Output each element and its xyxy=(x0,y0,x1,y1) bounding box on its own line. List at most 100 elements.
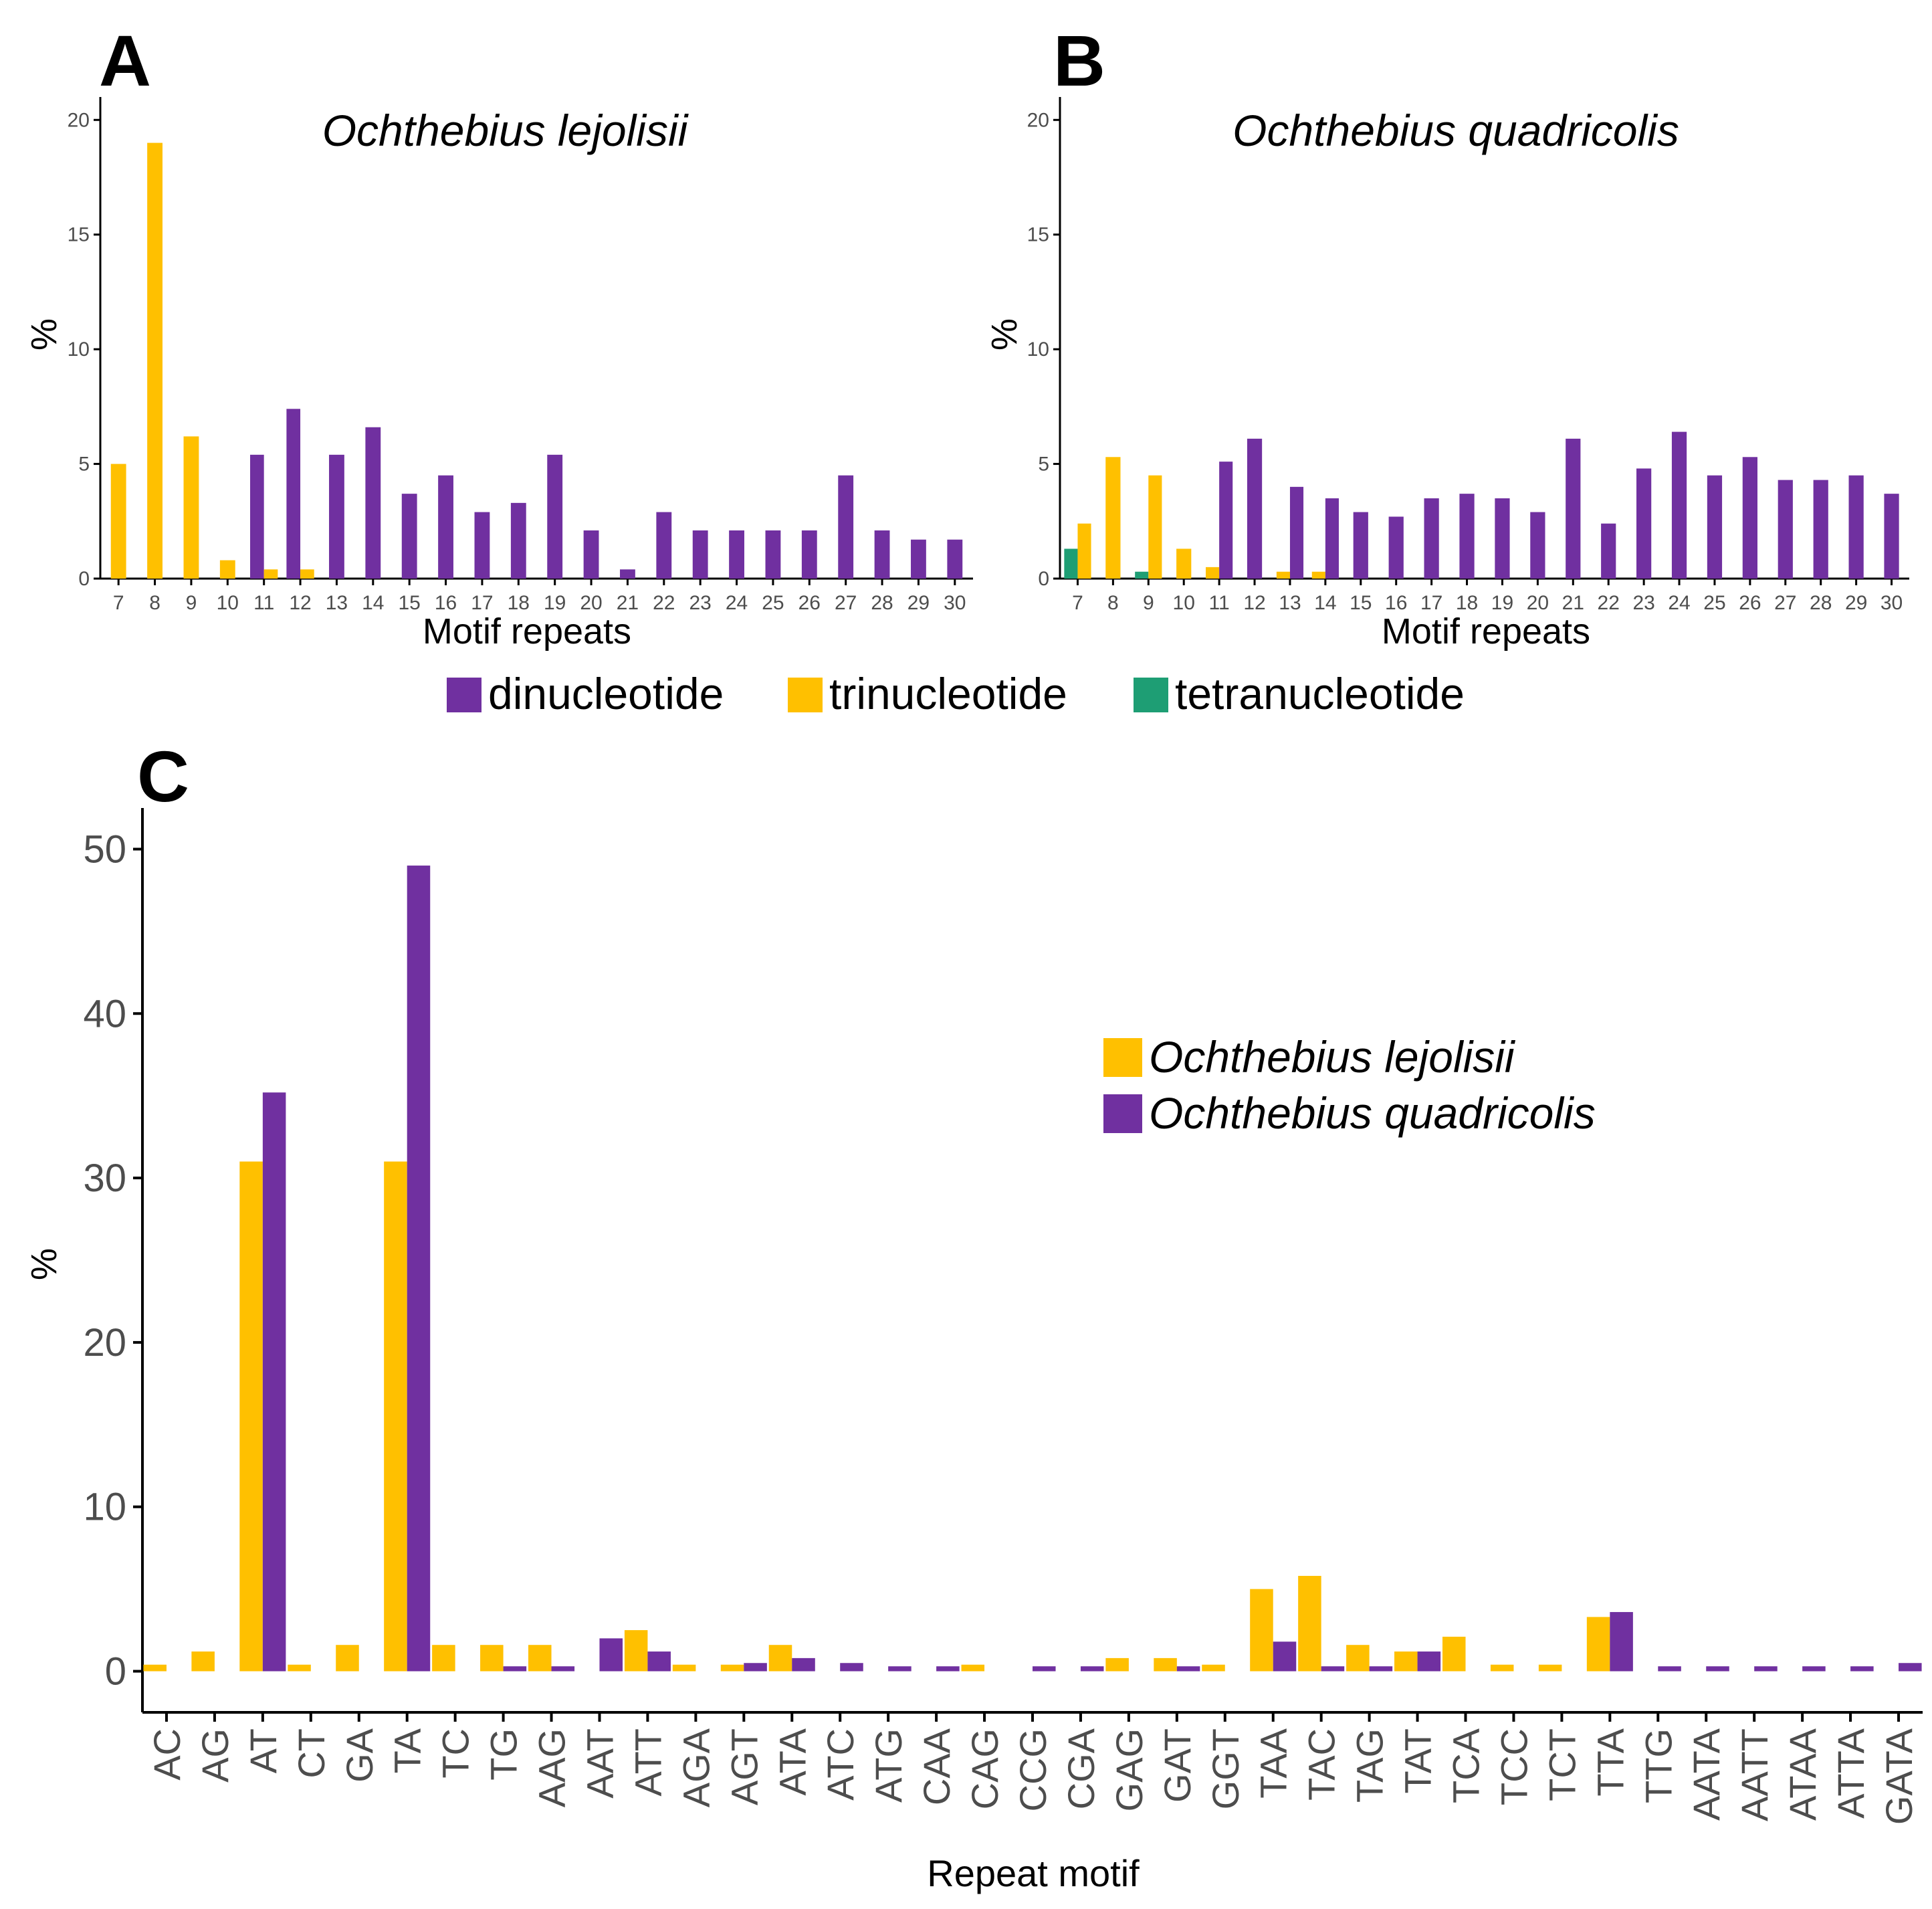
panel-b-bar-dinucleotide-12 xyxy=(1247,438,1263,579)
panel-b: Ochthebius quadricolis Motif repeats % 0… xyxy=(984,97,1909,651)
panel-c-x-tick-label: AATA xyxy=(1685,1728,1727,1821)
panel-b-y-tick-label: 0 xyxy=(1038,568,1049,590)
panel-c-x-tick-label: TCC xyxy=(1493,1728,1535,1805)
panel-b-x-tick-label: 14 xyxy=(1314,592,1336,614)
panel-b-x-tick-label: 24 xyxy=(1668,592,1690,614)
panel-b-x-tick-label: 16 xyxy=(1385,592,1407,614)
panel-a-x-tick-label: 26 xyxy=(798,592,821,614)
panel-b-x-tick-label: 21 xyxy=(1562,592,1584,614)
panel-a-bar-dinucleotide-27 xyxy=(838,475,854,579)
panel-b-bar-dinucleotide-15 xyxy=(1353,512,1368,579)
panel-a-bar-dinucleotide-17 xyxy=(474,512,490,579)
panel-c-bar-lejolisii-AGA xyxy=(672,1664,696,1672)
panel-c-bar-quadricolis-ATTA xyxy=(1850,1666,1874,1672)
panel-a-bar-dinucleotide-23 xyxy=(692,530,708,579)
panel-a-x-tick-label: 7 xyxy=(113,592,124,614)
panel-b-bar-dinucleotide-26 xyxy=(1742,457,1757,579)
panel-b-bar-dinucleotide-21 xyxy=(1566,438,1581,579)
panel-a-bar-dinucleotide-13 xyxy=(329,454,344,579)
panel-c-x-tick-label: CAA xyxy=(916,1728,958,1805)
panel-label-a: A xyxy=(99,20,151,101)
panel-a-x-tick-label: 28 xyxy=(871,592,893,614)
panel-b-bar-dinucleotide-18 xyxy=(1459,494,1475,579)
panel-c-x-tick-label: AGT xyxy=(723,1728,765,1805)
panel-b-bar-trinucleotide-7 xyxy=(1077,523,1091,579)
panel-c-bar-quadricolis-AATT xyxy=(1754,1666,1778,1672)
panel-b-x-tick-label: 28 xyxy=(1810,592,1832,614)
panel-a-bar-trinucleotide-12 xyxy=(300,569,314,579)
panel-c-bar-quadricolis-TTA xyxy=(1610,1612,1633,1672)
panel-c-x-tick-label: TCT xyxy=(1541,1728,1583,1801)
panel-b-bar-dinucleotide-25 xyxy=(1707,475,1723,579)
panel-a-bar-dinucleotide-30 xyxy=(947,539,963,579)
panel-c-bar-lejolisii-TC xyxy=(432,1645,455,1672)
panel-a-x-tick-label: 12 xyxy=(289,592,311,614)
panel-c-x-tick-label: AAT xyxy=(578,1728,621,1799)
panel-b-y-tick-label: 5 xyxy=(1038,454,1049,476)
panel-a-bar-dinucleotide-22 xyxy=(656,512,672,579)
panel-a-ylabel: % xyxy=(24,318,64,350)
panel-c-bar-lejolisii-TAG xyxy=(1346,1645,1370,1672)
legend-motif-type: dinucleotide trinucleotide tetranucleoti… xyxy=(447,669,1465,718)
panel-c-x-tick-label: AT xyxy=(242,1728,284,1773)
panel-a: Ochthebius lejolisii Motif repeats % 0 5 1… xyxy=(24,97,973,651)
panel-c-x-tick-label: TCA xyxy=(1445,1728,1487,1803)
panel-b-x-tick-label: 25 xyxy=(1703,592,1725,614)
legend-label-trinucleotide: trinucleotide xyxy=(829,669,1067,718)
legend-swatch-trinucleotide xyxy=(788,678,823,712)
legend-swatch-dinucleotide xyxy=(447,678,481,712)
panel-c-bar-quadricolis-AATA xyxy=(1706,1666,1729,1672)
panel-c-x-tick-label: TG xyxy=(483,1728,525,1781)
panel-a-x-tick-label: 11 xyxy=(253,592,274,614)
panel-a-bar-dinucleotide-21 xyxy=(620,569,635,579)
legend-label-lejolisii: Ochthebius lejolisii xyxy=(1149,1032,1516,1082)
panel-b-x-tick-label: 10 xyxy=(1173,592,1195,614)
panel-a-bar-trinucleotide-9 xyxy=(183,436,199,579)
panel-a-y-tick-label: 15 xyxy=(68,224,90,246)
panel-a-bar-dinucleotide-26 xyxy=(801,530,817,579)
panel-c-bar-quadricolis-CCG xyxy=(1033,1666,1056,1672)
panel-a-x-tick-label: 8 xyxy=(149,592,160,614)
panel-c-ylabel: % xyxy=(24,1248,64,1280)
legend-label-tetranucleotide: tetranucleotide xyxy=(1175,669,1465,718)
panel-a-x-tick-label: 29 xyxy=(907,592,930,614)
panel-a-y-tick-label: 0 xyxy=(78,568,90,590)
panel-c-x-tick-label: TTG xyxy=(1637,1728,1679,1803)
panel-c-bar-lejolisii-GAT xyxy=(1154,1657,1177,1672)
panel-b-ylabel: % xyxy=(984,318,1025,350)
panel-c-x-tick-label: TAC xyxy=(1301,1728,1343,1801)
panel-b-bar-dinucleotide-17 xyxy=(1424,498,1439,579)
panel-c-x-tick-label: GGT xyxy=(1204,1728,1247,1809)
panel-a-x-tick-label: 14 xyxy=(362,592,384,614)
panel-b-bar-trinucleotide-14 xyxy=(1311,571,1325,579)
panel-a-bar-dinucleotide-24 xyxy=(729,530,744,579)
panel-b-bar-dinucleotide-23 xyxy=(1636,468,1652,579)
panel-c-bar-quadricolis-AT xyxy=(262,1092,286,1672)
panel-a-x-tick-label: 10 xyxy=(217,592,239,614)
panel-a-x-tick-label: 13 xyxy=(326,592,348,614)
panel-c-x-tick-label: AATT xyxy=(1733,1728,1776,1821)
panel-b-x-tick-label: 30 xyxy=(1881,592,1903,614)
panel-b-x-tick-label: 12 xyxy=(1243,592,1265,614)
panel-c-bar-lejolisii-TTA xyxy=(1586,1617,1610,1672)
panel-a-title: Ochthebius lejolisii xyxy=(322,106,689,155)
panel-b-x-tick-label: 13 xyxy=(1279,592,1301,614)
panel-c-xlabel: Repeat motif xyxy=(927,1852,1140,1894)
panel-a-x-tick-label: 16 xyxy=(435,592,457,614)
panel-a-bar-dinucleotide-18 xyxy=(510,502,526,579)
panel-b-x-tick-label: 19 xyxy=(1491,592,1513,614)
panel-c-bar-quadricolis-TAC xyxy=(1321,1666,1345,1672)
panel-c-bar-quadricolis-TG xyxy=(503,1666,527,1672)
panel-c-bar-lejolisii-TCT xyxy=(1538,1664,1562,1672)
panel-c-x-tick-label: GA xyxy=(338,1728,381,1783)
panel-a-y-tick-label: 10 xyxy=(68,338,90,361)
panel-b-y-tick-label: 10 xyxy=(1027,338,1049,361)
panel-c-x-tick-label: CAG xyxy=(964,1728,1006,1809)
panel-a-x-tick-label: 22 xyxy=(653,592,675,614)
panel-b-bar-trinucleotide-9 xyxy=(1148,475,1162,579)
panel-c-x-tick-label: TAG xyxy=(1349,1728,1391,1803)
panel-c-x-tick-label: AG xyxy=(194,1728,236,1783)
panel-c-x-tick-label: ATG xyxy=(867,1728,909,1803)
legend-species: Ochthebius lejolisii Ochthebius quadrico… xyxy=(1103,1032,1596,1138)
